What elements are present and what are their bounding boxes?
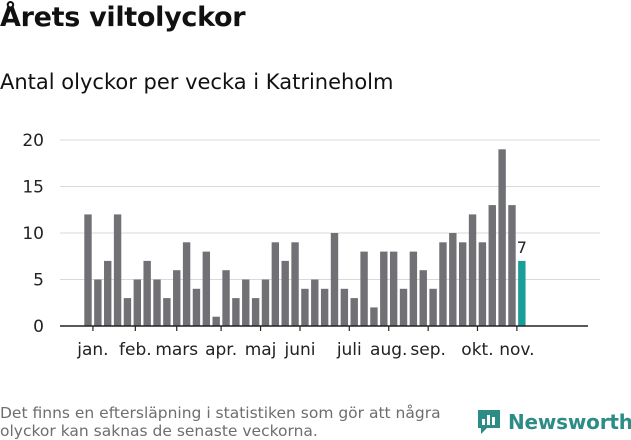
data-label-last: 7 — [517, 238, 527, 257]
bar — [232, 298, 240, 326]
bar — [508, 205, 516, 326]
x-tick-label: maj — [245, 340, 277, 360]
bar — [113, 214, 122, 326]
y-tick-label: 5 — [33, 271, 44, 291]
bar — [123, 298, 132, 326]
bar — [311, 279, 319, 326]
x-tick-label: sep. — [410, 340, 446, 360]
bar — [202, 251, 211, 326]
x-tick-label: juni — [283, 340, 315, 360]
brand-name: Newsworthy — [508, 410, 631, 434]
bar — [212, 316, 220, 326]
bar — [419, 270, 427, 326]
x-tick-label: nov. — [499, 340, 534, 360]
x-tick-label: mars — [155, 340, 198, 360]
bar — [222, 270, 230, 326]
y-tick-label: 20 — [22, 131, 44, 151]
chart-title: Årets viltolyckor — [0, 2, 246, 33]
bar — [399, 288, 408, 326]
bar — [94, 279, 102, 326]
bar — [478, 242, 487, 326]
y-tick-label: 0 — [33, 317, 44, 337]
bar — [261, 279, 270, 326]
chart-subtitle: Antal olyckor per vecka i Katrineholm — [0, 70, 394, 94]
bar — [340, 288, 349, 326]
bar — [182, 242, 191, 326]
bar — [84, 214, 92, 326]
bar — [153, 279, 161, 326]
bar — [488, 205, 496, 326]
bar — [173, 270, 181, 326]
footnote: Det finns en eftersläpning i statistiken… — [0, 404, 441, 440]
bar — [458, 242, 467, 326]
bar — [429, 288, 437, 326]
bar — [281, 260, 289, 326]
bar — [449, 233, 457, 326]
bar — [380, 251, 388, 326]
bar — [133, 279, 141, 326]
bar — [350, 298, 358, 326]
bar — [271, 242, 280, 326]
bar — [301, 288, 309, 326]
bar — [192, 288, 201, 326]
bar — [498, 149, 506, 326]
bar — [370, 307, 378, 326]
bar — [291, 242, 299, 326]
brand-logo[interactable]: Newsworthy — [476, 408, 631, 436]
x-tick-label: apr. — [205, 340, 237, 360]
bar — [468, 214, 477, 326]
x-tick-label: feb. — [119, 340, 152, 360]
bar — [143, 260, 151, 326]
bar — [163, 298, 171, 326]
bar — [360, 251, 368, 326]
x-tick-label: aug. — [370, 340, 407, 360]
newsworthy-logo-icon — [478, 410, 500, 434]
y-tick-label: 15 — [22, 178, 44, 198]
x-tick-label: jan. — [76, 340, 108, 360]
bar — [104, 260, 112, 326]
bar — [251, 298, 260, 326]
bar-highlight — [518, 260, 526, 326]
bar — [320, 288, 329, 326]
bar — [242, 279, 250, 326]
y-tick-label: 10 — [22, 224, 44, 244]
bar — [389, 251, 398, 326]
bar — [409, 251, 418, 326]
bar — [330, 233, 339, 326]
x-tick-label: juli — [336, 340, 362, 360]
bar — [439, 242, 447, 326]
x-tick-label: okt. — [461, 340, 493, 360]
